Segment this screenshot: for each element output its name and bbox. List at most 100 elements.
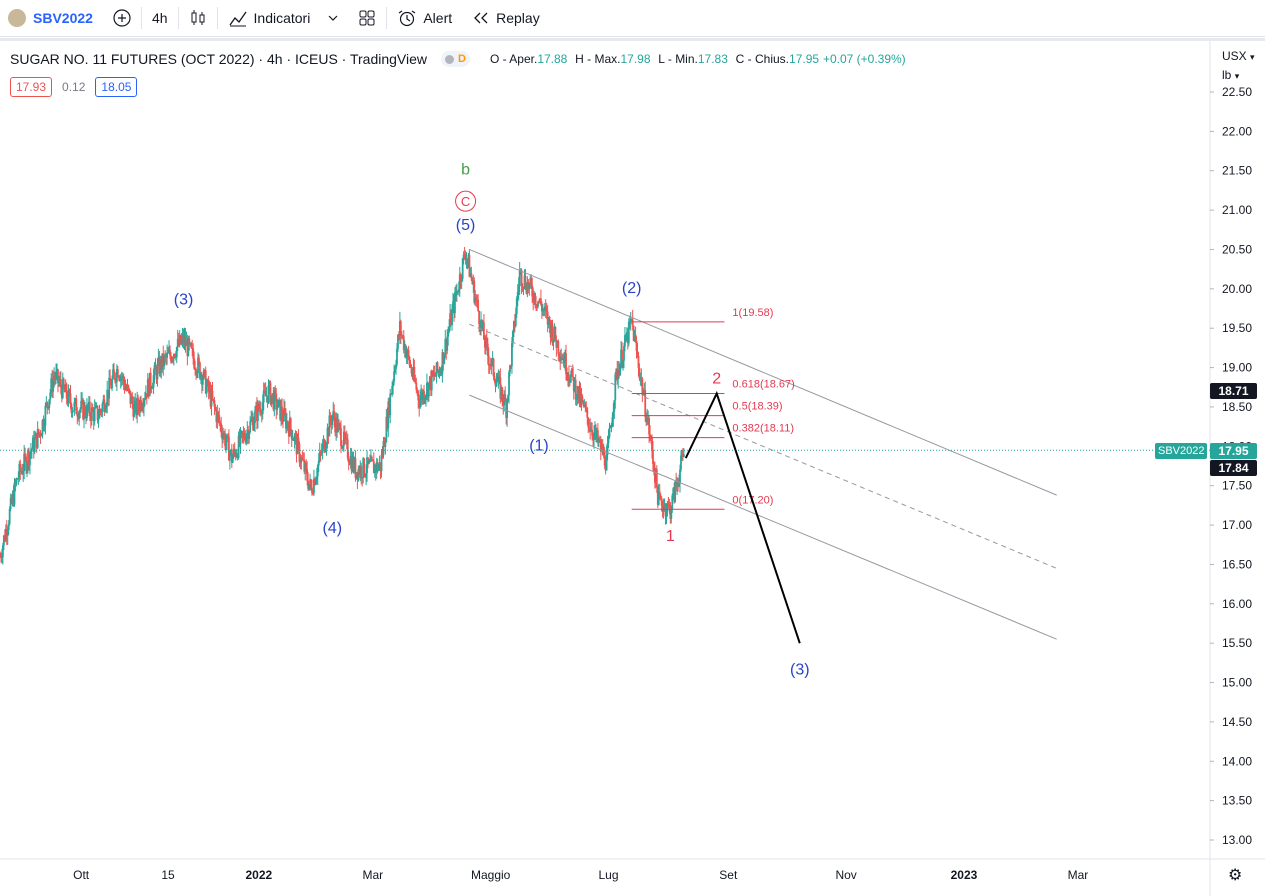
replay-button[interactable]: Replay [462,0,550,37]
candle-body [285,413,287,429]
candle-body [271,393,274,396]
candle-body [311,487,313,494]
candle-body [560,357,563,361]
candle-body [341,446,343,449]
candle-body [451,309,453,326]
candle-body [28,450,30,466]
candle-body [677,482,679,485]
candle-body [664,504,667,517]
candle-body [40,434,43,437]
candle-body [121,375,124,379]
y-tick-label: 20.00 [1222,282,1252,296]
candle-body [302,459,305,461]
candle-body [186,340,189,357]
candle-body [386,416,389,429]
candle-body [496,381,499,383]
candle-body [628,321,631,324]
candle-body [30,448,33,452]
ohlc-high: H - Max.17.98 [575,52,650,66]
candle-body [87,401,90,410]
candle-body [105,405,108,410]
candle-body [225,442,227,447]
candle-body [19,463,22,472]
candle-body [532,296,535,303]
candle-body [180,339,183,344]
candle-body [428,376,431,383]
ask-price-box[interactable]: 18.05 [95,77,138,97]
y-tick-label: 14.50 [1222,715,1252,729]
chevron-down-icon[interactable] [328,14,338,22]
candle-body [670,509,673,519]
candle-body [482,322,484,328]
candle-body [13,482,16,505]
candle-body [354,458,357,478]
chart-type-button[interactable] [179,0,217,37]
candle-body [92,410,95,422]
candle-body [123,382,126,390]
candle-body [74,398,77,402]
candle-body [124,387,127,390]
candle-body [172,354,175,360]
candle-body [200,374,202,379]
candle-body [527,282,530,290]
wave-label: C [461,194,470,209]
candle-body [655,469,658,487]
fib-level-label: 1(19.58) [732,307,773,319]
candle-body [412,366,415,377]
candle-body [267,385,270,403]
price-chart[interactable]: 22.50 22.00 21.50 21.00 20.50 20.00 19.50 19.00… [0,41,1265,896]
candle-body [48,399,51,409]
candle-body [29,453,31,466]
unit-selector[interactable]: lb ▾ [1222,68,1240,82]
candle-body [672,488,675,496]
layouts-button[interactable] [348,0,386,37]
candle-body [399,321,402,335]
candle-body [647,418,650,420]
candle-body [500,387,503,399]
candle-body [241,431,244,435]
x-tick-label: Maggio [471,868,511,882]
candle-body [409,365,412,367]
candle-body [45,402,48,406]
candle-body [17,477,20,479]
candle-body [163,355,166,367]
add-symbol-button[interactable] [103,0,141,37]
data-delay-badge[interactable]: D [441,51,470,67]
candle-body [287,426,290,437]
candle-body [228,453,231,461]
y-tick-label: 21.00 [1222,203,1252,217]
candle-body [169,349,171,356]
bid-price-box[interactable]: 17.93 [10,77,53,97]
candle-body [98,409,101,419]
interval-button[interactable]: 4h [142,0,178,37]
candle-body [463,254,466,258]
candle-body [514,313,517,326]
indicators-button[interactable]: Indicatori [218,0,349,37]
alert-button[interactable]: Alert [387,0,462,37]
chart-area[interactable]: 22.50 22.00 21.50 21.00 20.50 20.00 19.50 19.00… [0,38,1265,896]
candle-body [637,355,640,368]
candle-body [62,378,65,388]
candle-body [529,278,532,284]
candle-body [171,358,174,360]
candle-body [521,286,524,288]
candle-body [559,356,562,361]
candle-body [22,471,25,474]
candle-body [148,372,151,397]
candle-body [318,451,321,461]
candle-body [177,338,180,346]
candle-body [424,397,426,401]
candle-body [665,511,668,517]
y-tick-label: 16.00 [1222,597,1252,611]
candle-body [47,406,50,409]
candle-body [156,363,159,380]
settings-gear-icon[interactable]: ⚙ [1228,867,1243,884]
candle-body [183,336,186,344]
symbol-button[interactable]: SBV2022 [0,0,103,37]
candle-body [27,450,29,465]
candle-body [494,381,497,387]
candle-body [171,358,173,362]
grid-icon [359,10,375,26]
symbol-logo-icon [8,9,26,27]
currency-selector[interactable]: USX ▾ [1222,49,1255,63]
